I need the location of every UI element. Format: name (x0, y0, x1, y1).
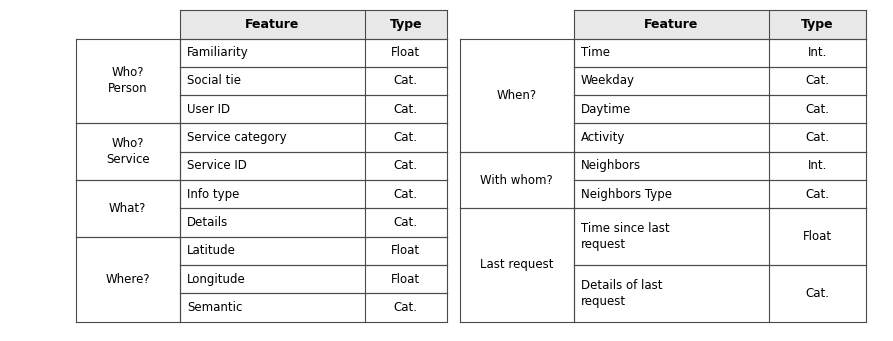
Bar (460, 152, 573, 208)
Text: Info type: Info type (187, 188, 239, 201)
Text: Int.: Int. (808, 159, 827, 173)
Text: Cat.: Cat. (394, 301, 418, 314)
Text: Who?
Service: Who? Service (106, 137, 150, 166)
Text: Cat.: Cat. (394, 159, 418, 173)
Text: Type: Type (801, 18, 834, 31)
Text: Familiarity: Familiarity (187, 46, 248, 59)
Bar (76, 39, 179, 123)
Text: Float: Float (391, 272, 421, 286)
Bar (460, 208, 573, 322)
Bar (179, 10, 446, 39)
Text: Semantic: Semantic (187, 301, 242, 314)
Bar (76, 123, 179, 180)
Text: Details of last
request: Details of last request (580, 279, 663, 308)
Text: Cat.: Cat. (394, 188, 418, 201)
Text: Latitude: Latitude (187, 244, 236, 257)
Bar (76, 237, 179, 322)
Text: Social tie: Social tie (187, 74, 241, 88)
Text: Service category: Service category (187, 131, 287, 144)
Text: Float: Float (803, 230, 832, 243)
Text: Service ID: Service ID (187, 159, 246, 173)
Text: Feature: Feature (246, 18, 299, 31)
Text: With whom?: With whom? (480, 174, 553, 187)
Text: Cat.: Cat. (805, 287, 830, 300)
Text: When?: When? (497, 89, 537, 102)
Text: Longitude: Longitude (187, 272, 246, 286)
Text: Daytime: Daytime (580, 103, 631, 116)
Text: Time: Time (580, 46, 610, 59)
Text: Type: Type (389, 18, 422, 31)
Text: Int.: Int. (808, 46, 827, 59)
Text: Cat.: Cat. (394, 74, 418, 88)
Text: Float: Float (391, 46, 421, 59)
Bar (460, 39, 573, 152)
Text: Cat.: Cat. (805, 74, 830, 88)
Text: Cat.: Cat. (805, 131, 830, 144)
Text: What?: What? (109, 202, 146, 215)
Text: Time since last
request: Time since last request (580, 222, 670, 251)
Text: User ID: User ID (187, 103, 230, 116)
Text: Last request: Last request (480, 258, 554, 271)
Text: Neighbors: Neighbors (580, 159, 641, 173)
Bar (573, 10, 866, 39)
Text: Cat.: Cat. (394, 216, 418, 229)
Text: Feature: Feature (644, 18, 698, 31)
Text: Cat.: Cat. (394, 103, 418, 116)
Text: Activity: Activity (580, 131, 625, 144)
Bar (76, 180, 179, 237)
Text: Neighbors Type: Neighbors Type (580, 188, 672, 201)
Text: Cat.: Cat. (394, 131, 418, 144)
Text: Who?
Person: Who? Person (108, 66, 147, 95)
Text: Weekday: Weekday (580, 74, 635, 88)
Text: Cat.: Cat. (805, 103, 830, 116)
Text: Details: Details (187, 216, 228, 229)
Text: Cat.: Cat. (805, 188, 830, 201)
Text: Where?: Where? (105, 272, 150, 286)
Text: Float: Float (391, 244, 421, 257)
